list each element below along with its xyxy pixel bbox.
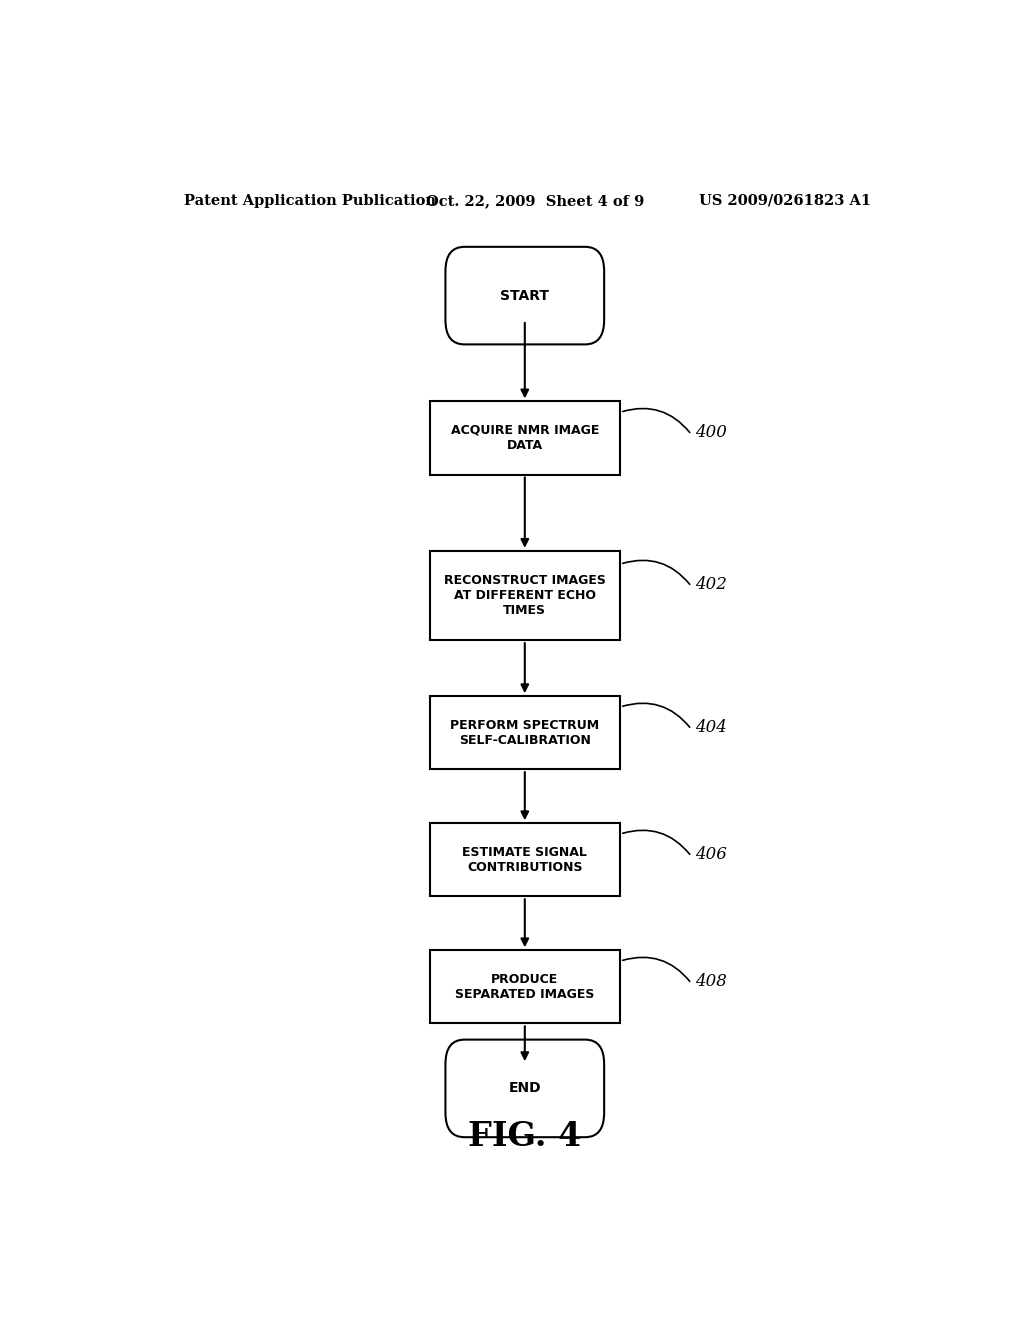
Text: START: START <box>501 289 549 302</box>
Text: RECONSTRUCT IMAGES
AT DIFFERENT ECHO
TIMES: RECONSTRUCT IMAGES AT DIFFERENT ECHO TIM… <box>443 574 606 616</box>
Text: PERFORM SPECTRUM
SELF-CALIBRATION: PERFORM SPECTRUM SELF-CALIBRATION <box>451 718 599 747</box>
Text: 400: 400 <box>695 424 727 441</box>
Text: 402: 402 <box>695 576 727 593</box>
Bar <box>430 824 621 896</box>
Bar <box>430 950 621 1023</box>
Text: US 2009/0261823 A1: US 2009/0261823 A1 <box>699 194 871 209</box>
FancyBboxPatch shape <box>445 247 604 345</box>
Text: Patent Application Publication: Patent Application Publication <box>183 194 435 209</box>
Text: 404: 404 <box>695 719 727 735</box>
Bar <box>430 401 621 474</box>
Text: PRODUCE
SEPARATED IMAGES: PRODUCE SEPARATED IMAGES <box>455 973 595 1001</box>
FancyBboxPatch shape <box>445 1040 604 1138</box>
Text: 408: 408 <box>695 973 727 990</box>
Text: ESTIMATE SIGNAL
CONTRIBUTIONS: ESTIMATE SIGNAL CONTRIBUTIONS <box>463 846 587 874</box>
Text: ACQUIRE NMR IMAGE
DATA: ACQUIRE NMR IMAGE DATA <box>451 424 599 451</box>
Text: Oct. 22, 2009  Sheet 4 of 9: Oct. 22, 2009 Sheet 4 of 9 <box>426 194 644 209</box>
Bar <box>430 696 621 770</box>
Text: 406: 406 <box>695 846 727 863</box>
Bar <box>430 550 621 640</box>
Text: FIG. 4: FIG. 4 <box>468 1119 582 1152</box>
Text: END: END <box>509 1081 541 1096</box>
